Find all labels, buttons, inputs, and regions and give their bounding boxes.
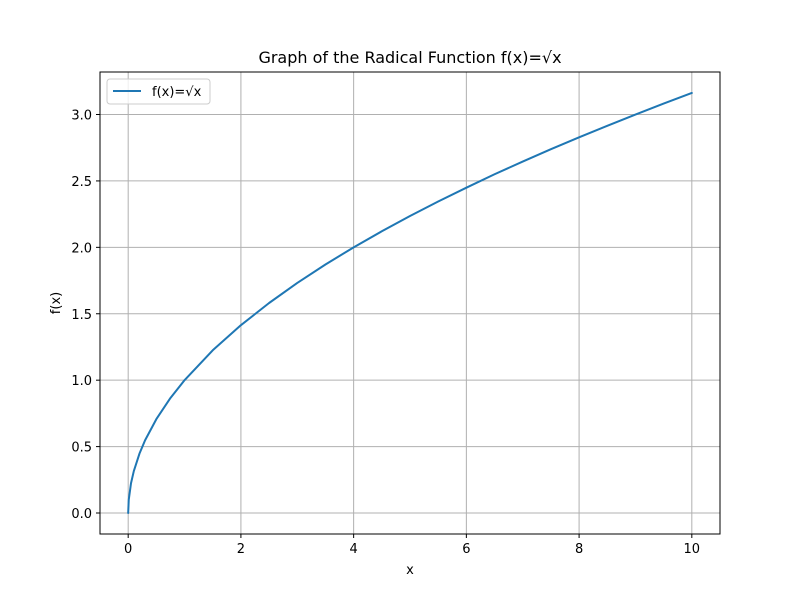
plot-frame bbox=[99, 71, 721, 535]
x-axis-label: x bbox=[406, 563, 414, 578]
plot-area bbox=[127, 91, 693, 515]
x-tick-label: 10 bbox=[684, 542, 701, 557]
y-tick-label: 2.5 bbox=[71, 175, 92, 190]
legend: f(x)=√x bbox=[106, 78, 211, 105]
y-tick-label: 1.5 bbox=[71, 308, 92, 323]
y-tick-label: 3.0 bbox=[71, 109, 92, 124]
x-tick-label: 8 bbox=[575, 542, 583, 557]
chart-title: Graph of the Radical Function f(x)=√x bbox=[258, 48, 561, 67]
series-line bbox=[127, 91, 693, 515]
x-tick-label: 0 bbox=[124, 542, 132, 557]
x-axis: 0 2 4 6 8 10 bbox=[124, 534, 700, 557]
grid bbox=[100, 72, 720, 534]
y-axis-label: f(x) bbox=[49, 292, 64, 314]
y-tick-label: 0.0 bbox=[71, 507, 92, 522]
y-tick-label: 1.0 bbox=[71, 374, 92, 389]
legend-label: f(x)=√x bbox=[152, 85, 202, 100]
y-tick-label: 2.0 bbox=[71, 241, 92, 256]
y-tick-label: 0.5 bbox=[71, 441, 92, 456]
y-axis: 0.0 0.5 1.0 1.5 2.0 2.5 3.0 bbox=[71, 109, 100, 522]
x-tick-label: 6 bbox=[462, 542, 470, 557]
legend-box bbox=[106, 78, 211, 105]
x-tick-label: 4 bbox=[349, 542, 357, 557]
x-tick-label: 2 bbox=[237, 542, 245, 557]
